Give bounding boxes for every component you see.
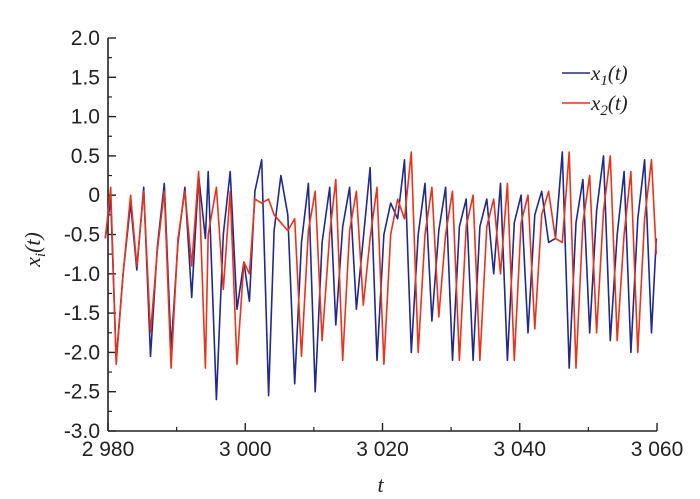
x-tick-label: 3 020	[356, 438, 409, 461]
y-tick-label: 1.0	[71, 106, 100, 129]
y-tick-label: -1.5	[64, 302, 100, 325]
series-line-2	[104, 151, 658, 369]
legend: x1(t)x2(t)	[562, 61, 628, 119]
y-tick-label: 0.5	[71, 145, 100, 168]
y-tick-label: -2.0	[64, 341, 100, 364]
series-layer	[104, 151, 658, 401]
x-tick-label: 3 000	[219, 438, 272, 461]
x-tick-label: 3 040	[493, 438, 546, 461]
y-tick-label: -2.5	[64, 381, 100, 404]
y-axis-title: xi(t)	[20, 232, 49, 268]
axes: -3.0 -2.5 -2.0 -1.5 -1.0 -0.5 0 0.5 1.0 1.5 2.0 2 9…	[20, 27, 683, 497]
y-tick-label: -0.5	[64, 224, 100, 247]
y-tick-label: 2.0	[71, 27, 100, 50]
y-tick-label: -3.0	[64, 420, 100, 443]
y-tick-label: 0	[88, 184, 100, 207]
legend-label-1: x1(t)	[590, 61, 628, 89]
x-axis-title: t	[377, 472, 384, 497]
y-tick-label: -1.0	[64, 263, 100, 286]
series-line-1	[104, 151, 658, 401]
x-tick-label: 3 060	[631, 438, 684, 461]
legend-label-2: x2(t)	[590, 91, 628, 119]
y-tick-label: 1.5	[71, 66, 100, 89]
x-tick-label: 2 980	[82, 438, 135, 461]
